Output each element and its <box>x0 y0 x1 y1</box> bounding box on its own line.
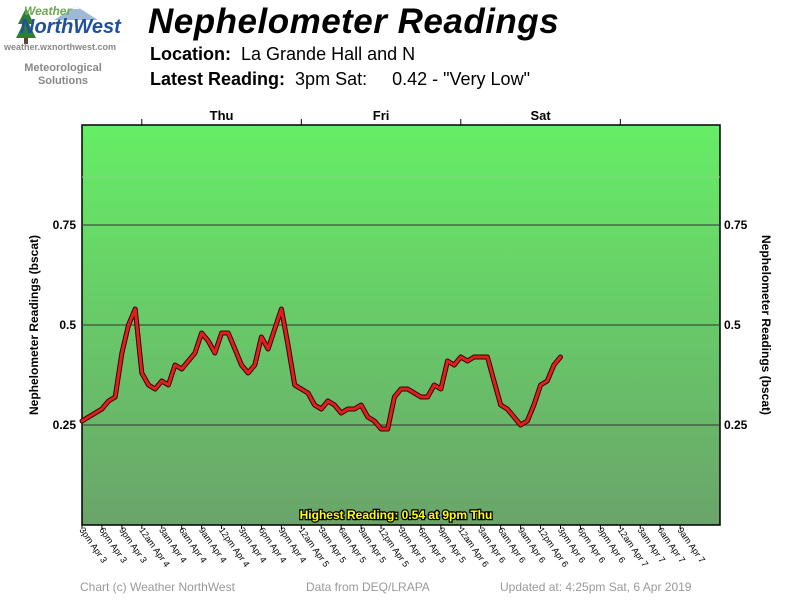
nephelometer-chart: 0.25 0.25 0.5 0.5 0.75 0.75 Nephelometer Readi… <box>27 108 773 569</box>
logo-tagline-2: Solutions <box>37 75 89 87</box>
logo-url: weather.wxnorthwest.com <box>4 42 117 52</box>
y-tick-label-right: 0.5 <box>724 318 741 332</box>
day-label: Sat <box>530 108 551 123</box>
latest-reading-row: Latest Reading: 3pm Sat: 0.42 - "Very Lo… <box>150 69 530 90</box>
logo-word-northwest: NorthWest <box>20 16 121 38</box>
y-tick-label-right: 0.75 <box>724 218 748 232</box>
logo-word-weather: Weather <box>24 4 72 18</box>
location-label: Location: <box>150 44 231 64</box>
y-tick-label-left: 0.75 <box>53 218 77 232</box>
y-tick-label-left: 0.25 <box>53 418 77 432</box>
tree-icon <box>16 8 36 44</box>
latest-reading-label: Latest Reading: <box>150 69 286 89</box>
weather-northwest-logo <box>16 6 98 44</box>
y-axis-label-right: Nephelometer Readings (bscat) <box>759 235 773 415</box>
highest-reading-label: Highest Reading: 0.54 at 9pm Thu <box>300 508 493 522</box>
footer-updated-time: Updated at: 4:25pm Sat, 6 Apr 2019 <box>500 580 692 594</box>
logo-tagline-1: Meteorological <box>24 62 102 74</box>
location-row: Location: La Grande Hall and N <box>150 44 415 65</box>
latest-reading-value: 0.42 - "Very Low" <box>392 69 530 89</box>
y-tick-label-right: 0.25 <box>724 418 748 432</box>
y-axis-label-left: Nephelometer Readings (bscat) <box>27 235 41 415</box>
footer-data-source: Data from DEQ/LRAPA <box>306 580 430 594</box>
latest-reading-time: 3pm Sat: <box>295 69 368 89</box>
series-line <box>80 307 562 431</box>
y-tick-label-left: 0.5 <box>59 318 76 332</box>
page-title: Nephelometer Readings <box>148 2 560 41</box>
location-value: La Grande Hall and N <box>241 44 416 64</box>
mountain-icon <box>54 6 98 20</box>
day-label: Fri <box>373 108 390 123</box>
day-label: Thu <box>210 108 234 123</box>
footer-copyright: Chart (c) Weather NorthWest <box>80 580 235 594</box>
